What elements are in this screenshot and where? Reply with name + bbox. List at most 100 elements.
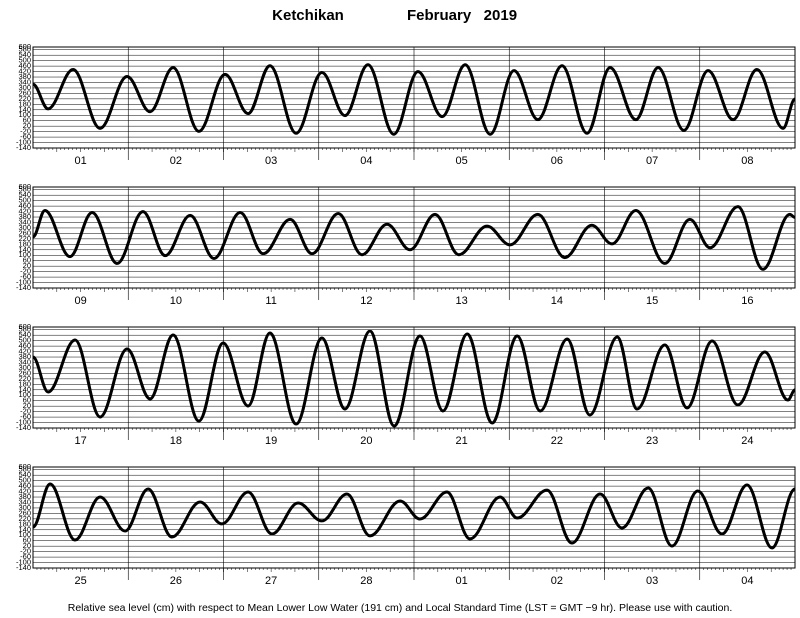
y-tick-label: 420	[18, 67, 31, 76]
y-tick-label: 300	[18, 83, 31, 92]
y-tick-label: 420	[18, 207, 31, 216]
day-label: 07	[646, 155, 658, 167]
y-tick-label: 460	[18, 341, 31, 350]
y-tick-label: -140	[16, 423, 31, 432]
y-tick-label: -20	[20, 547, 31, 556]
y-tick-label: 540	[18, 190, 31, 199]
y-tick-label: 100	[18, 110, 31, 119]
y-tick-label: 600	[18, 182, 31, 191]
day-label: 09	[75, 295, 87, 307]
y-tick-label: 460	[18, 201, 31, 210]
tide-curve	[31, 482, 796, 550]
y-tick-label: 500	[18, 56, 31, 65]
y-tick-label: -60	[20, 412, 31, 421]
y-tick-label: 340	[18, 357, 31, 366]
footer-note: Relative sea level (cm) with respect to …	[68, 602, 733, 614]
y-tick-label: 460	[18, 481, 31, 490]
y-tick-label: 580	[18, 465, 31, 474]
y-tick-label: -20	[20, 127, 31, 136]
y-tick-label: 340	[18, 497, 31, 506]
day-label: 22	[551, 435, 563, 447]
y-tick-label: 600	[18, 462, 31, 471]
day-label: 11	[265, 295, 276, 307]
day-label: 27	[265, 575, 277, 587]
day-label: 08	[741, 155, 753, 167]
y-tick-label: 180	[18, 519, 31, 528]
y-tick-label: 260	[18, 368, 31, 377]
y-tick-label: 60	[23, 536, 31, 545]
y-tick-label: 600	[18, 42, 31, 51]
y-tick-label: 140	[18, 385, 31, 394]
y-tick-label: -60	[20, 272, 31, 281]
y-tick-label: 100	[18, 390, 31, 399]
day-label: 04	[741, 575, 753, 587]
y-tick-label: 600	[18, 322, 31, 331]
y-tick-label: 340	[18, 217, 31, 226]
y-tick-label: 260	[18, 508, 31, 517]
y-tick-label: -140	[16, 143, 31, 152]
y-tick-label: 100	[18, 250, 31, 259]
day-label: 18	[170, 435, 182, 447]
day-label: 20	[360, 435, 372, 447]
y-tick-label: -20	[20, 267, 31, 276]
day-label: 02	[551, 575, 563, 587]
y-tick-label: 220	[18, 94, 31, 103]
tide-curve	[32, 205, 796, 271]
y-tick-label: -100	[16, 278, 31, 287]
y-tick-label: 140	[18, 105, 31, 114]
y-tick-label: 420	[18, 347, 31, 356]
y-tick-label: 220	[18, 514, 31, 523]
y-tick-label: -140	[16, 283, 31, 292]
y-tick-label: 300	[18, 503, 31, 512]
day-label: 15	[646, 295, 658, 307]
day-label: 17	[75, 435, 87, 447]
y-tick-label: 20	[23, 401, 31, 410]
day-label: 19	[265, 435, 277, 447]
y-tick-label: 340	[18, 77, 31, 86]
y-tick-label: -100	[16, 418, 31, 427]
day-label: 05	[456, 155, 468, 167]
y-tick-label: 540	[18, 50, 31, 59]
y-tick-label: 180	[18, 239, 31, 248]
y-tick-label: 580	[18, 45, 31, 54]
y-tick-label: 100	[18, 530, 31, 539]
y-tick-label: 580	[18, 325, 31, 334]
tide-curve	[32, 63, 797, 136]
day-label: 03	[265, 155, 277, 167]
y-tick-label: 20	[23, 121, 31, 130]
y-tick-label: 140	[18, 245, 31, 254]
y-tick-label: -100	[16, 138, 31, 147]
y-tick-label: -100	[16, 558, 31, 567]
y-tick-label: 260	[18, 88, 31, 97]
day-label: 06	[551, 155, 563, 167]
tide-curve	[31, 329, 796, 428]
y-tick-label: 20	[23, 261, 31, 270]
day-label: 26	[170, 575, 182, 587]
y-tick-label: 140	[18, 525, 31, 534]
day-label: 24	[741, 435, 753, 447]
y-tick-label: 500	[18, 196, 31, 205]
y-tick-label: -60	[20, 552, 31, 561]
y-tick-label: 180	[18, 379, 31, 388]
y-tick-label: -140	[16, 563, 31, 572]
y-tick-label: 220	[18, 374, 31, 383]
y-tick-label: 580	[18, 185, 31, 194]
y-tick-label: 20	[23, 541, 31, 550]
y-tick-label: 460	[18, 61, 31, 70]
y-tick-label: 380	[18, 72, 31, 81]
day-label: 03	[646, 575, 658, 587]
y-tick-label: 380	[18, 212, 31, 221]
day-label: 01	[75, 155, 87, 167]
day-label: 28	[360, 575, 372, 587]
y-tick-label: 540	[18, 470, 31, 479]
y-tick-label: 380	[18, 352, 31, 361]
day-label: 01	[456, 575, 468, 587]
y-tick-label: 420	[18, 487, 31, 496]
station-title: Ketchikan	[272, 7, 344, 24]
day-label: 23	[646, 435, 658, 447]
month-title: February 2019	[407, 7, 517, 24]
y-tick-label: 300	[18, 223, 31, 232]
day-label: 25	[75, 575, 87, 587]
day-label: 10	[170, 295, 182, 307]
